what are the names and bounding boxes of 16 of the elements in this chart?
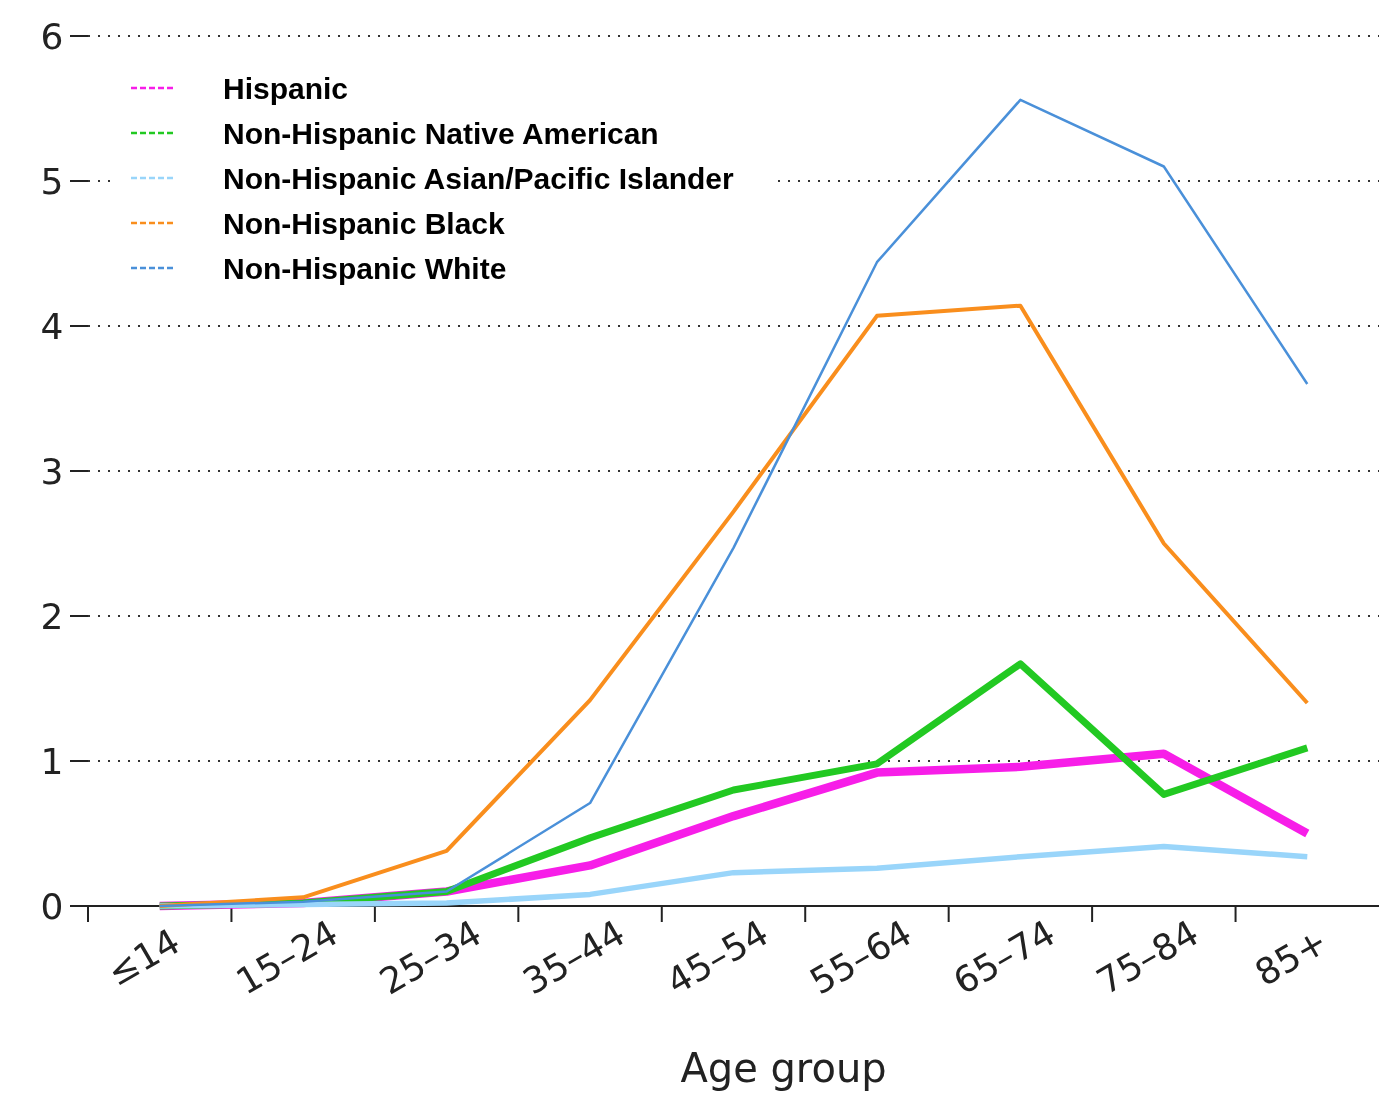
x-tick-label: 85+ [1247, 920, 1335, 994]
y-tick-label: 1 [40, 740, 64, 782]
y-tick-label: 2 [40, 595, 64, 637]
y-tick-label: 5 [40, 160, 64, 202]
y-tick-label: 6 [40, 15, 64, 57]
legend-label: Non-Hispanic White [223, 251, 507, 285]
legend-label: Non-Hispanic Native American [223, 116, 659, 150]
x-axis-title: Age group [680, 1045, 887, 1091]
y-tick-label: 4 [40, 305, 64, 347]
legend-label: Non-Hispanic Black [223, 206, 506, 240]
y-tick-label: 0 [40, 885, 64, 927]
line-series [157, 303, 1310, 908]
legend-label: Non-Hispanic Asian/Pacific Islander [223, 161, 735, 195]
y-tick-label: 3 [40, 450, 64, 492]
legend-label: Hispanic [223, 71, 349, 105]
x-tick-label: ≤14 [100, 920, 187, 994]
